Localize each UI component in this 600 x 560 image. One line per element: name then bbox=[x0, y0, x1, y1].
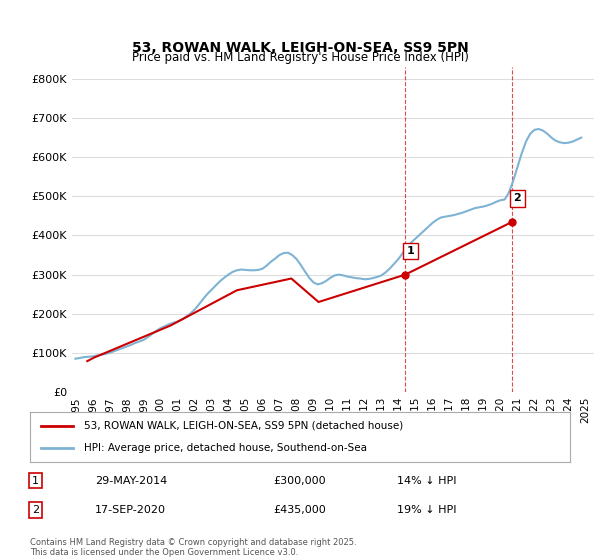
Text: 19% ↓ HPI: 19% ↓ HPI bbox=[397, 505, 457, 515]
Text: £300,000: £300,000 bbox=[273, 475, 326, 486]
Text: 53, ROWAN WALK, LEIGH-ON-SEA, SS9 5PN (detached house): 53, ROWAN WALK, LEIGH-ON-SEA, SS9 5PN (d… bbox=[84, 421, 403, 431]
Text: £435,000: £435,000 bbox=[273, 505, 326, 515]
Text: HPI: Average price, detached house, Southend-on-Sea: HPI: Average price, detached house, Sout… bbox=[84, 443, 367, 453]
Text: 17-SEP-2020: 17-SEP-2020 bbox=[95, 505, 166, 515]
Text: 14% ↓ HPI: 14% ↓ HPI bbox=[397, 475, 457, 486]
Text: Price paid vs. HM Land Registry's House Price Index (HPI): Price paid vs. HM Land Registry's House … bbox=[131, 51, 469, 64]
Text: 1: 1 bbox=[32, 475, 39, 486]
Text: 53, ROWAN WALK, LEIGH-ON-SEA, SS9 5PN: 53, ROWAN WALK, LEIGH-ON-SEA, SS9 5PN bbox=[131, 41, 469, 55]
Text: Contains HM Land Registry data © Crown copyright and database right 2025.
This d: Contains HM Land Registry data © Crown c… bbox=[30, 538, 356, 557]
Text: 29-MAY-2014: 29-MAY-2014 bbox=[95, 475, 167, 486]
Text: 2: 2 bbox=[514, 193, 521, 203]
Text: 2: 2 bbox=[32, 505, 39, 515]
Text: 1: 1 bbox=[406, 246, 414, 256]
